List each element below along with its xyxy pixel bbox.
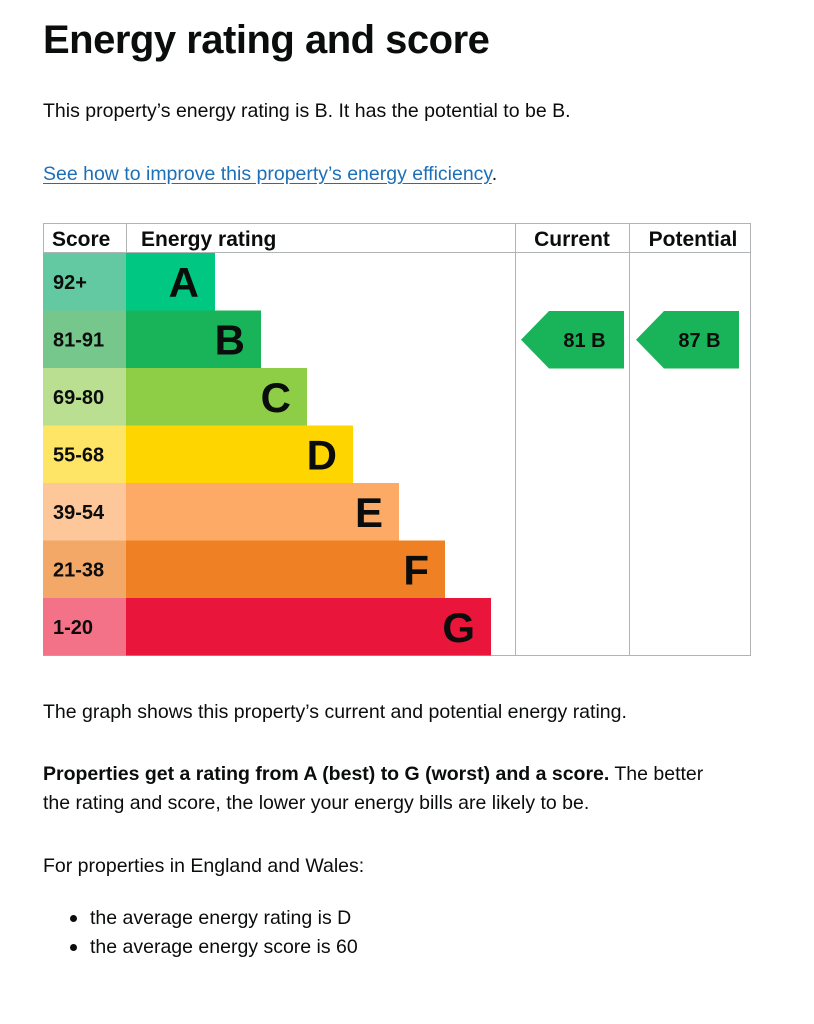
score-cell-b <box>43 310 126 368</box>
energy-rating-header: Energy rating <box>141 228 276 251</box>
average-ratings-list: the average energy rating is D the avera… <box>43 904 358 962</box>
band-bar-a <box>126 253 215 311</box>
score-label-a: 92+ <box>53 272 87 294</box>
band-letter-b: B <box>215 316 245 363</box>
region-intro: For properties in England and Wales: <box>43 855 365 877</box>
score-label-d: 55-68 <box>53 444 104 466</box>
score-label-f: 21-38 <box>53 559 104 581</box>
page-title: Energy rating and score <box>43 18 490 62</box>
score-cell-d <box>43 425 126 483</box>
band-bar-d <box>126 425 353 483</box>
band-letter-g: G <box>442 604 475 651</box>
band-letter-c: C <box>261 374 291 421</box>
score-cell-g <box>43 598 126 656</box>
improve-link-suffix: . <box>491 163 498 185</box>
score-label-c: 69-80 <box>53 387 104 409</box>
rating-summary: This property’s energy rating is B. It h… <box>43 100 571 122</box>
graph-note: The graph shows this property’s current … <box>43 701 627 723</box>
list-item: the average energy score is 60 <box>43 933 358 962</box>
band-letter-a: A <box>169 259 199 306</box>
band-letter-e: E <box>355 489 383 536</box>
score-label-e: 39-54 <box>53 502 105 524</box>
rating-info-line2: the rating and score, the lower your ene… <box>43 792 590 814</box>
band-bar-e <box>126 483 399 541</box>
list-item: the average energy rating is D <box>43 904 358 933</box>
potential-rating-marker-label: 87 B <box>678 330 720 352</box>
band-bar-g <box>126 598 491 656</box>
current-rating-marker <box>521 311 624 369</box>
score-cell-a <box>43 253 126 311</box>
rating-info-rest: The better <box>609 763 704 785</box>
band-bar-c <box>126 368 307 426</box>
band-bar-f <box>126 540 445 598</box>
energy-rating-chart: Score Energy rating Current Potential 92… <box>43 223 751 656</box>
band-letter-d: D <box>307 431 337 478</box>
score-label-b: 81-91 <box>53 329 104 351</box>
score-cell-c <box>43 368 126 426</box>
score-cell-e <box>43 483 126 541</box>
band-bar-b <box>126 310 261 368</box>
band-letter-f: F <box>403 546 429 593</box>
improve-efficiency-link[interactable]: See how to improve this property’s energ… <box>43 163 492 185</box>
current-header: Current <box>534 228 610 251</box>
rating-bands: 92+ A 81-91 B 69-80 C 55-68 D 39-54 E 21-38 F 1-20 G <box>43 253 491 656</box>
current-rating-marker-label: 81 B <box>563 330 605 352</box>
potential-header: Potential <box>649 228 738 251</box>
rating-info-paragraph: Properties get a rating from A (best) to… <box>43 760 703 818</box>
rating-markers: 81 B 87 B <box>521 311 739 369</box>
score-cell-f <box>43 540 126 598</box>
improve-paragraph: See how to improve this property’s energ… <box>43 160 497 189</box>
score-header: Score <box>52 228 110 251</box>
potential-rating-marker <box>636 311 739 369</box>
rating-info-bold: Properties get a rating from A (best) to… <box>43 763 610 785</box>
score-label-g: 1-20 <box>53 617 93 639</box>
